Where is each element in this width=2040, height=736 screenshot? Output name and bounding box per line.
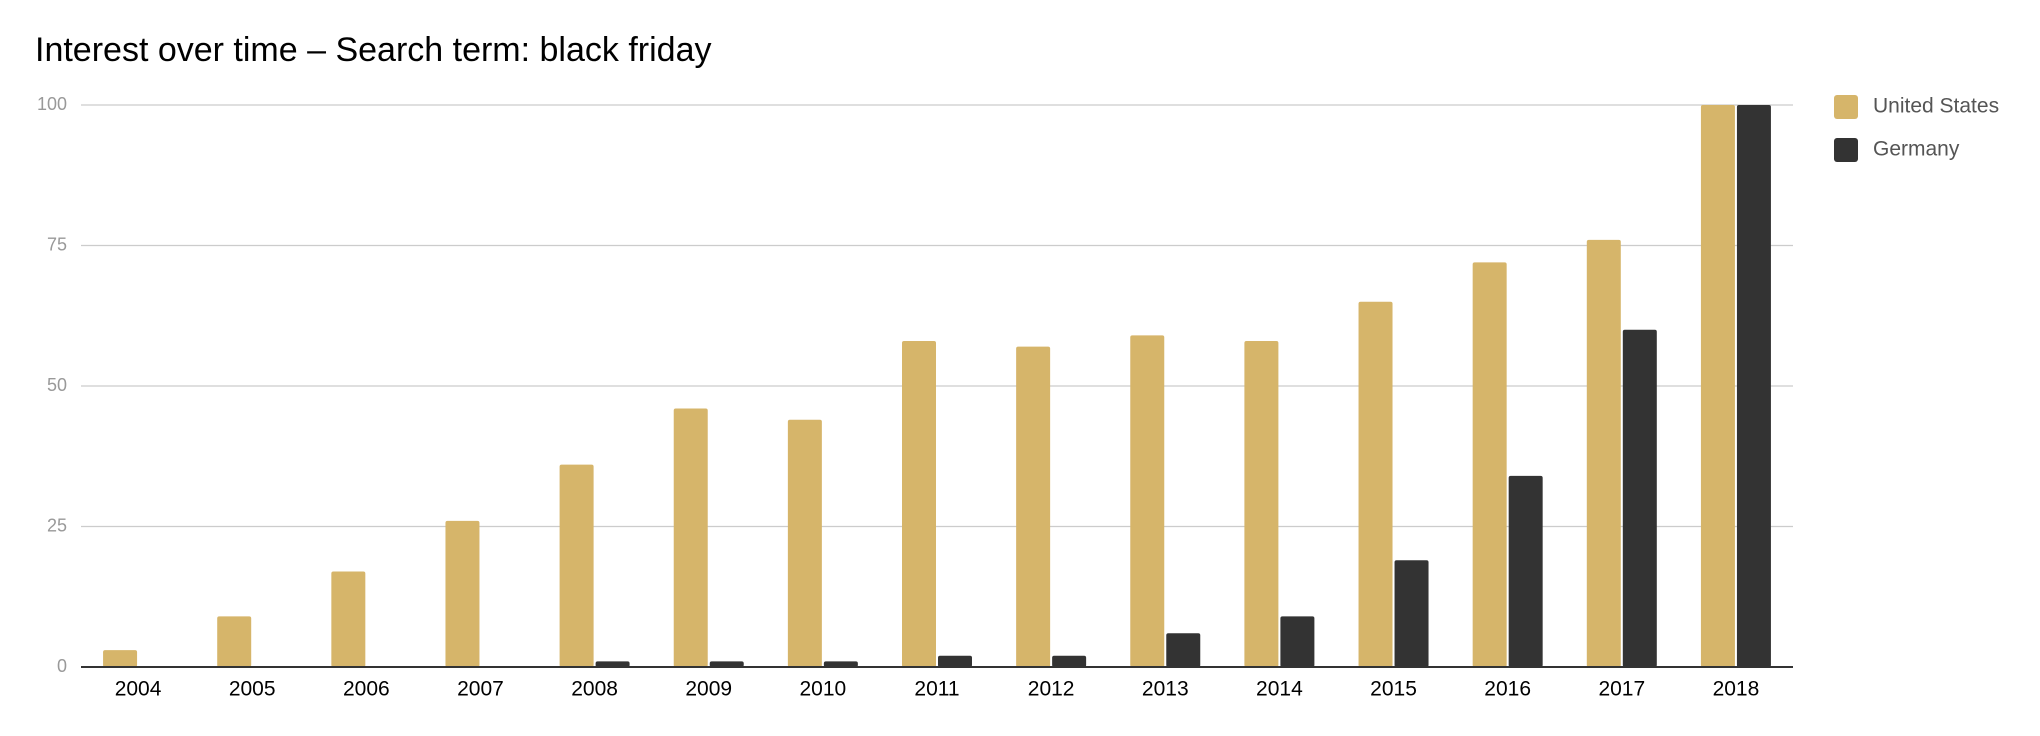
x-tick-label: 2014 bbox=[1256, 678, 1303, 701]
y-tick-label: 25 bbox=[47, 515, 67, 535]
bar bbox=[1358, 301, 1393, 667]
y-tick-label: 50 bbox=[47, 375, 67, 395]
x-tick-label: 2004 bbox=[115, 678, 162, 701]
bar bbox=[1130, 335, 1165, 667]
bar bbox=[1508, 475, 1543, 667]
x-tick-label: 2013 bbox=[1142, 678, 1189, 701]
bar bbox=[1700, 105, 1735, 667]
x-tick-label: 2015 bbox=[1370, 678, 1417, 701]
bar bbox=[1736, 105, 1771, 667]
x-tick-label: 2018 bbox=[1713, 678, 1760, 701]
x-tick-label: 2005 bbox=[229, 678, 276, 701]
bar bbox=[1052, 655, 1087, 667]
bar bbox=[1280, 616, 1315, 667]
legend-swatch bbox=[1834, 138, 1858, 162]
x-tick-label: 2016 bbox=[1484, 678, 1531, 701]
x-tick-label: 2012 bbox=[1028, 678, 1075, 701]
y-tick-label: 0 bbox=[57, 656, 67, 676]
legend-swatch bbox=[1834, 95, 1858, 119]
bar bbox=[673, 408, 708, 667]
x-tick-label: 2007 bbox=[457, 678, 504, 701]
chart-title: Interest over time – Search term: black … bbox=[35, 31, 711, 69]
bar bbox=[595, 661, 630, 667]
x-tick-label: 2008 bbox=[571, 678, 618, 701]
bar bbox=[559, 464, 594, 667]
bar bbox=[823, 661, 858, 667]
x-tick-label: 2010 bbox=[800, 678, 847, 701]
bar bbox=[445, 520, 480, 667]
y-tick-label: 100 bbox=[37, 94, 67, 114]
y-tick-label: 75 bbox=[47, 234, 67, 254]
bar bbox=[902, 341, 936, 667]
bar bbox=[1244, 341, 1279, 667]
bar bbox=[1472, 262, 1507, 667]
bar bbox=[1166, 633, 1201, 667]
x-tick-label: 2017 bbox=[1598, 678, 1645, 701]
bar bbox=[1016, 346, 1051, 667]
bar bbox=[709, 661, 744, 667]
bar bbox=[938, 655, 972, 667]
x-tick-label: 2006 bbox=[343, 678, 390, 701]
bar bbox=[1394, 560, 1429, 667]
legend-label: United States bbox=[1873, 95, 1999, 118]
x-tick-label: 2009 bbox=[685, 678, 732, 701]
bar bbox=[331, 571, 366, 667]
bar bbox=[103, 650, 138, 667]
bar bbox=[217, 616, 252, 667]
bar bbox=[787, 419, 822, 667]
bar bbox=[1586, 239, 1621, 667]
legend-label: Germany bbox=[1873, 138, 1960, 161]
x-tick-label: 2011 bbox=[914, 678, 959, 701]
bar bbox=[1622, 329, 1657, 667]
